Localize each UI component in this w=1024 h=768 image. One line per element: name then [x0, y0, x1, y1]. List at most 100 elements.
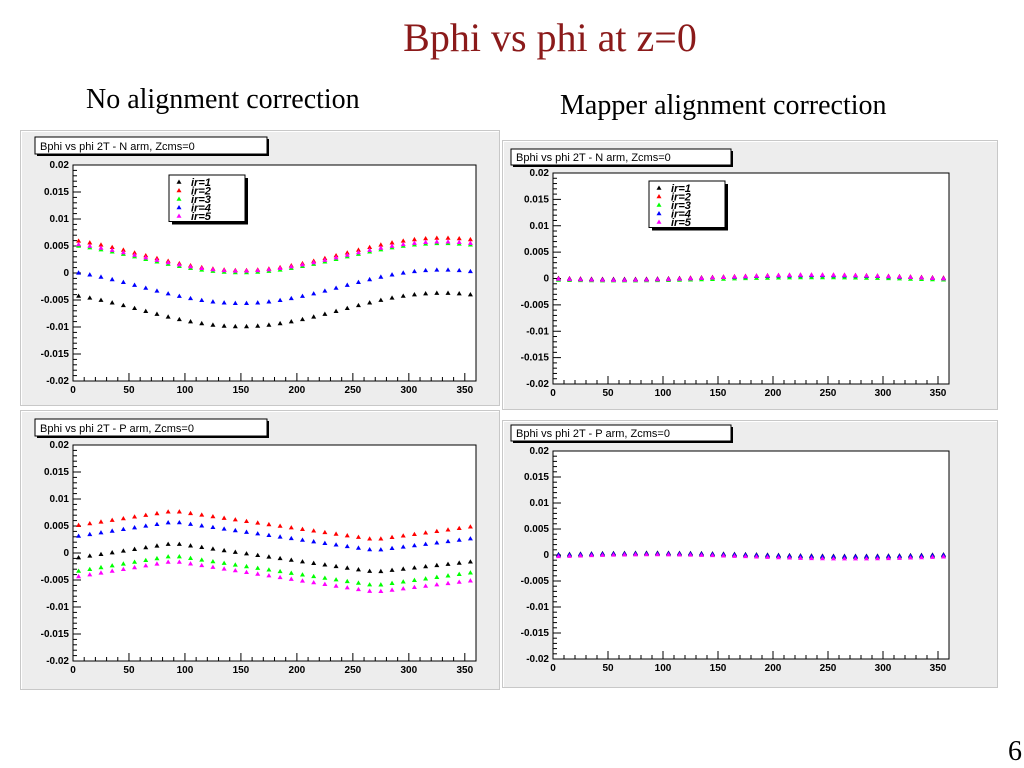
data-point	[389, 272, 395, 277]
data-point	[188, 561, 194, 566]
x-tick-label: 150	[233, 665, 250, 676]
data-point	[221, 560, 227, 565]
data-point	[333, 577, 339, 582]
data-point	[677, 552, 682, 557]
data-point	[434, 528, 440, 534]
y-tick-label: -0.015	[41, 349, 70, 360]
data-point	[232, 568, 238, 573]
data-point	[154, 288, 160, 293]
x-tick-label: 200	[765, 663, 782, 674]
data-point	[132, 564, 138, 570]
data-point	[188, 295, 194, 301]
data-point	[864, 556, 869, 561]
data-point	[188, 521, 194, 526]
data-point	[221, 300, 227, 305]
data-point	[434, 574, 440, 579]
y-tick-label: 0.01	[50, 214, 70, 225]
data-point	[109, 244, 115, 250]
data-point	[875, 273, 880, 278]
data-point	[87, 295, 93, 300]
data-point	[322, 257, 328, 262]
data-point	[154, 521, 160, 526]
data-point	[378, 568, 384, 574]
legend-marker	[656, 211, 662, 216]
data-point	[333, 583, 339, 588]
data-point	[210, 524, 216, 530]
y-tick-label: 0.005	[44, 241, 69, 252]
x-tick-label: 100	[655, 388, 672, 399]
data-point	[367, 244, 373, 250]
data-point	[87, 520, 93, 526]
data-point	[266, 554, 272, 559]
data-point	[389, 534, 395, 540]
y-tick-label: -0.005	[41, 575, 70, 586]
data-point	[98, 551, 104, 556]
data-point	[378, 588, 384, 594]
data-point	[567, 553, 572, 558]
x-tick-label: 350	[456, 665, 473, 676]
data-point	[765, 554, 770, 559]
legend-label: ir=1	[191, 177, 211, 189]
data-point	[411, 240, 417, 245]
data-point	[743, 273, 748, 279]
data-point	[908, 274, 913, 280]
legend-marker	[656, 202, 662, 207]
data-point	[445, 538, 451, 544]
data-point	[467, 236, 473, 242]
data-point	[277, 568, 283, 574]
data-point	[87, 572, 93, 577]
data-point	[299, 293, 305, 298]
x-tick-label: 50	[123, 665, 135, 676]
series-ir-4	[76, 267, 473, 305]
x-tick-label: 150	[233, 385, 250, 396]
data-point	[76, 241, 82, 247]
data-point	[389, 567, 395, 572]
data-point	[853, 272, 858, 278]
data-point	[143, 285, 149, 290]
data-point	[255, 565, 261, 570]
data-point	[411, 565, 417, 570]
data-point	[400, 586, 406, 591]
chart-panel-mapper-n-arm: Bphi vs phi 2T - N arm, Zcms=0 0.02 0.015 0…	[502, 140, 998, 410]
data-point	[143, 255, 149, 260]
x-tick-label: 250	[345, 665, 362, 676]
data-point	[344, 585, 350, 590]
data-point	[76, 555, 82, 560]
data-point	[143, 563, 149, 568]
data-point	[288, 570, 294, 575]
data-point	[87, 243, 93, 248]
data-point	[445, 580, 451, 586]
y-tick-label: 0	[63, 268, 69, 279]
data-point	[776, 272, 781, 278]
data-point	[344, 250, 350, 255]
series-ir-5	[556, 551, 946, 561]
data-point	[120, 302, 126, 308]
data-point	[232, 527, 238, 533]
data-point	[378, 536, 384, 541]
data-point	[311, 528, 317, 533]
series-ir-1	[76, 541, 473, 574]
data-point	[255, 520, 261, 525]
data-point	[109, 568, 115, 573]
data-point	[919, 275, 924, 280]
data-point	[400, 270, 406, 275]
data-point	[400, 241, 406, 247]
data-point	[423, 267, 429, 273]
data-point	[221, 566, 227, 571]
data-point	[355, 302, 361, 308]
data-point	[333, 563, 339, 569]
data-point	[367, 588, 373, 593]
data-point	[423, 530, 429, 535]
data-point	[244, 563, 250, 569]
data-point	[199, 320, 205, 326]
data-point	[622, 277, 627, 282]
data-point	[445, 573, 451, 578]
data-point	[400, 579, 406, 584]
data-point	[710, 552, 715, 558]
data-point	[288, 525, 294, 530]
data-point	[456, 560, 462, 565]
x-tick-label: 250	[345, 385, 362, 396]
data-point	[299, 537, 305, 542]
data-point	[842, 272, 847, 277]
data-point	[109, 517, 115, 522]
